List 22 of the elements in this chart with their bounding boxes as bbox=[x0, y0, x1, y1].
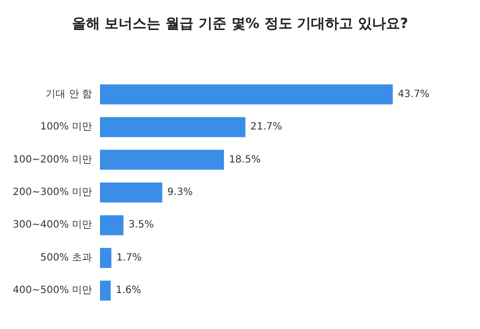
data-label: 9.3% bbox=[167, 187, 193, 198]
y-tick-label: 기대 안 함 bbox=[46, 88, 92, 100]
data-label: 3.5% bbox=[128, 220, 154, 231]
bar bbox=[100, 248, 112, 268]
bar bbox=[100, 280, 111, 301]
data-label: 18.5% bbox=[228, 154, 261, 166]
bar bbox=[100, 117, 246, 138]
bar bbox=[100, 182, 162, 202]
y-tick-label: 300~400% 미만 bbox=[12, 220, 92, 231]
chart-title: 올해 보너스는 월급 기준 몇% 정도 기대하고 있나요? bbox=[72, 16, 408, 32]
y-tick-label: 200~300% 미만 bbox=[12, 187, 92, 198]
bar bbox=[100, 215, 124, 236]
data-label: 1.7% bbox=[116, 252, 142, 264]
y-tick-label: 100~200% 미만 bbox=[12, 154, 92, 166]
bar bbox=[100, 84, 393, 104]
y-tick-label: 400~500% 미만 bbox=[12, 285, 92, 296]
data-label: 1.6% bbox=[116, 285, 142, 296]
data-label: 43.7% bbox=[398, 88, 430, 100]
y-tick-label: 100% 미만 bbox=[40, 122, 92, 133]
y-tick-label: 500% 초과 bbox=[40, 252, 92, 264]
data-label: 21.7% bbox=[250, 122, 282, 133]
bar bbox=[100, 150, 224, 170]
